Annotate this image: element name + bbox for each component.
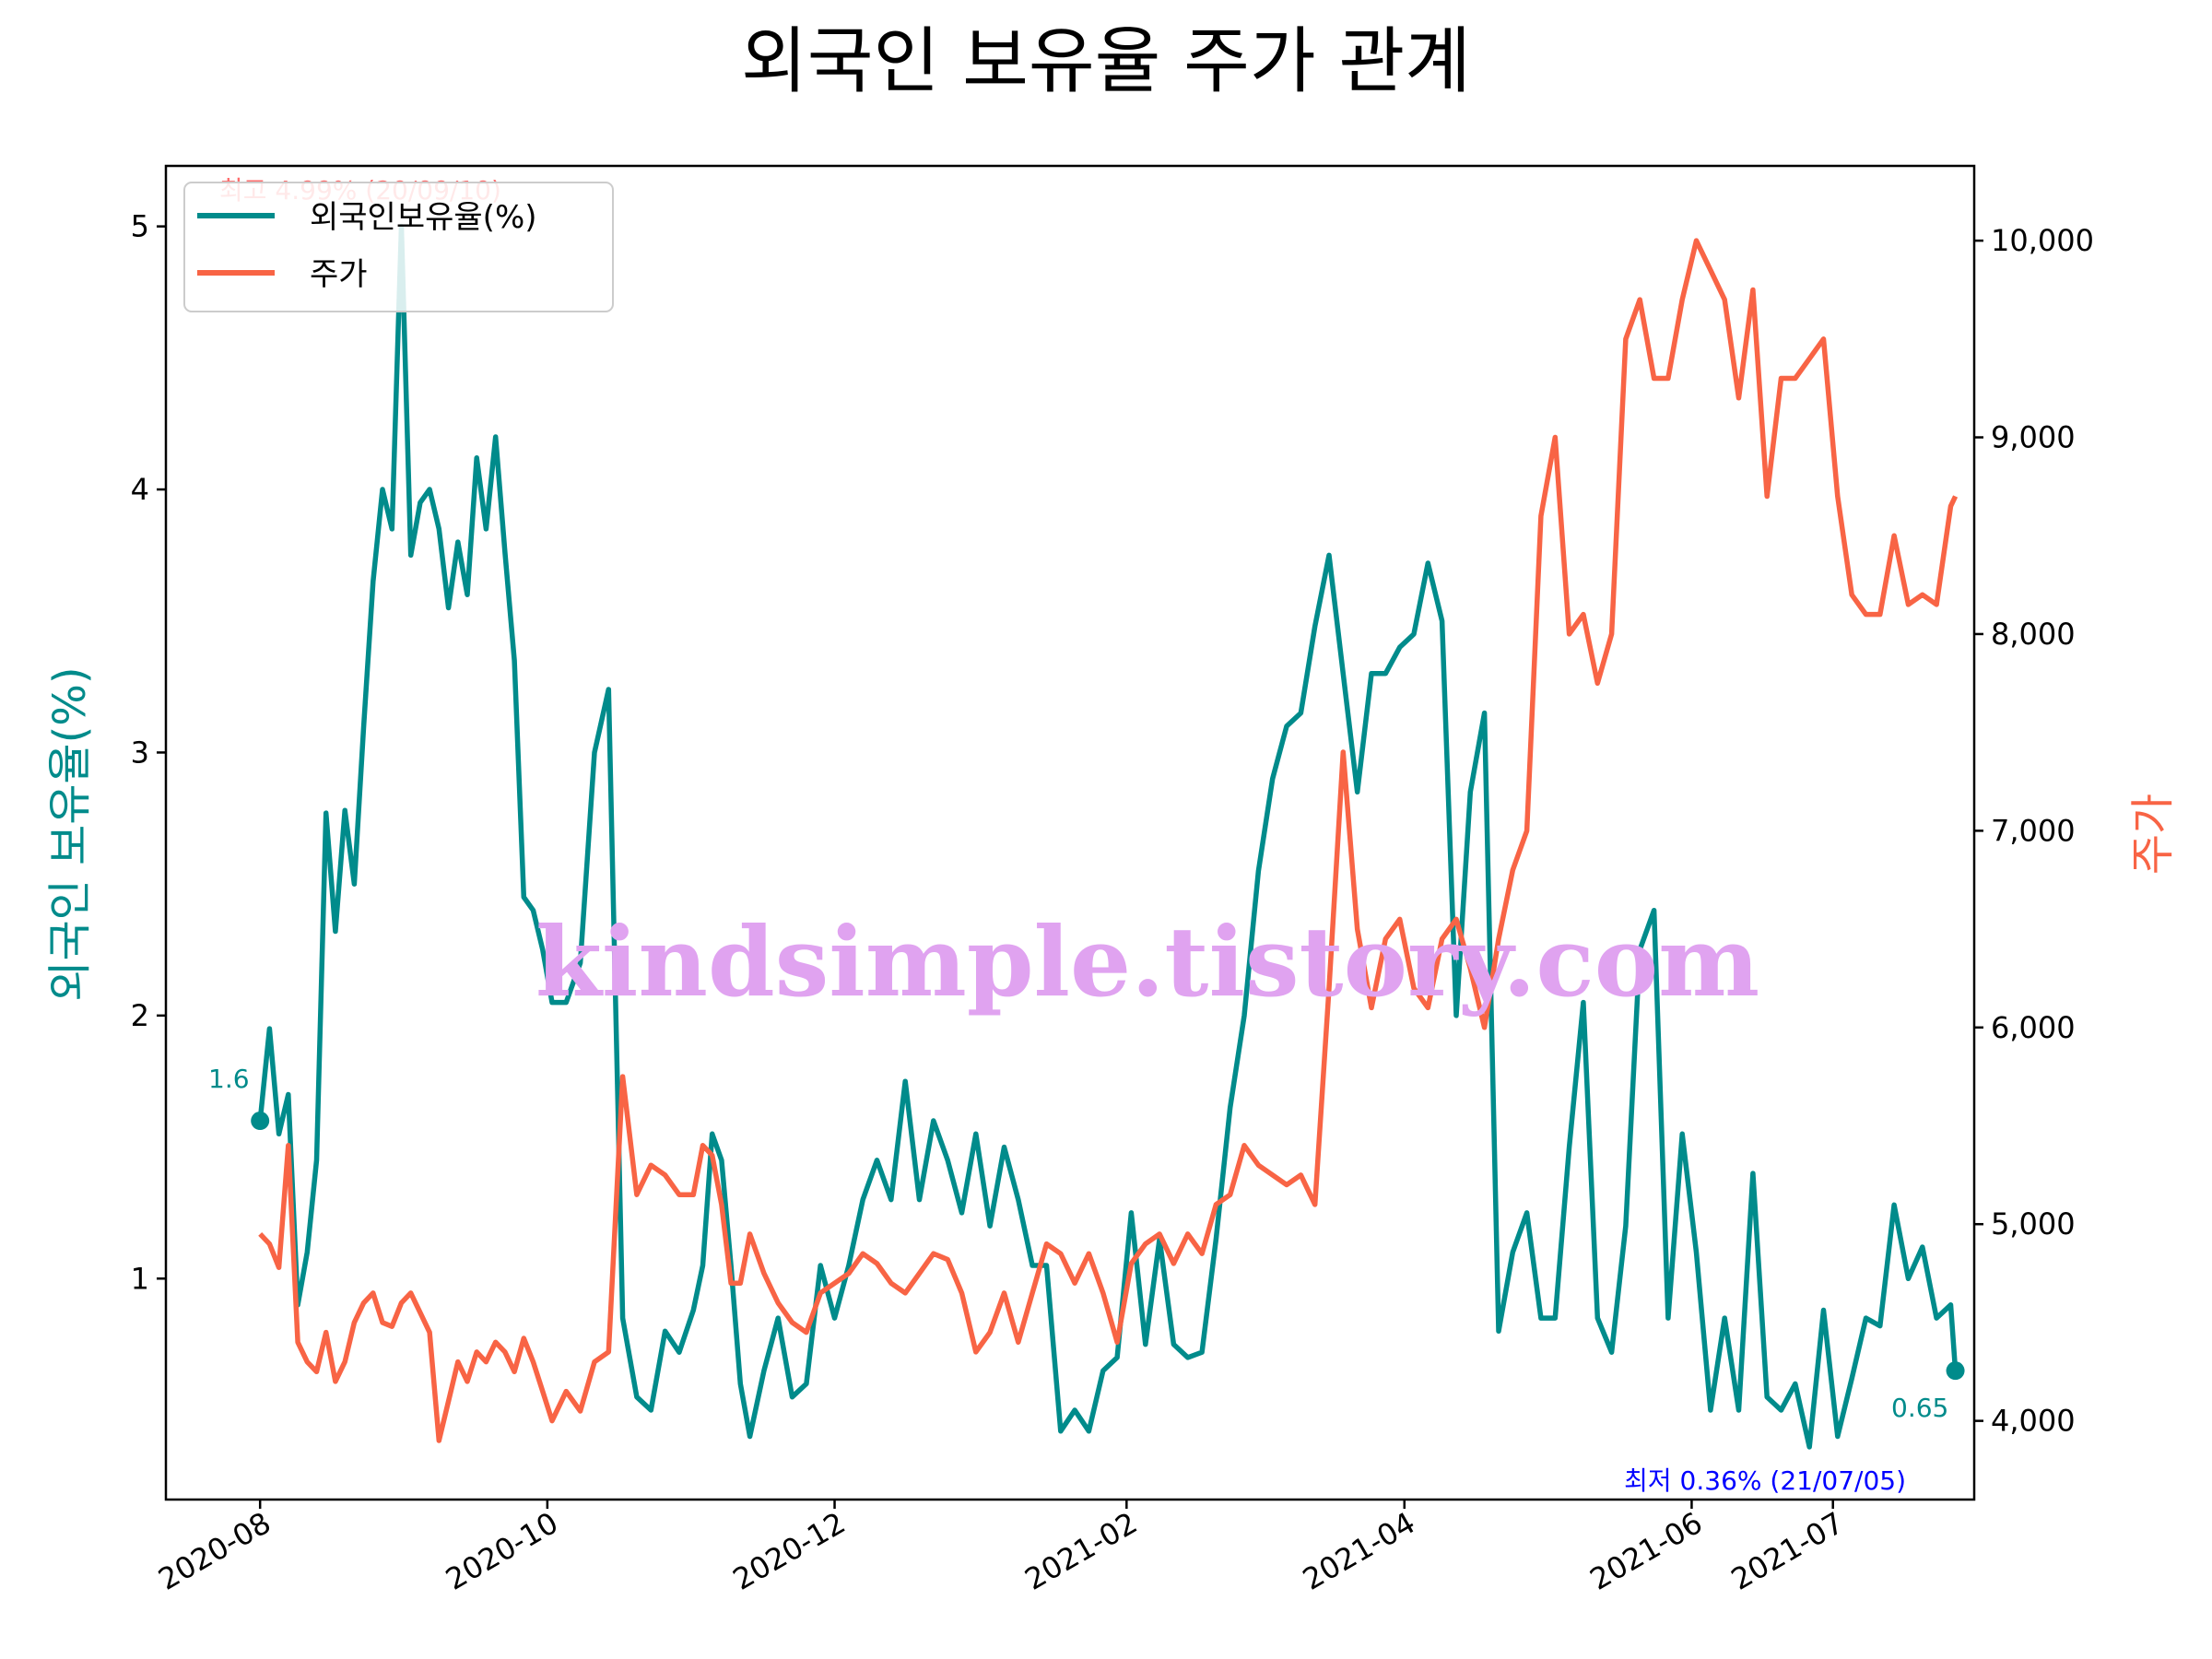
x-tick-label: 2021-02	[1019, 1505, 1144, 1597]
y-right-tick-label: 5,000	[1991, 1206, 2076, 1241]
x-tick-label: 2020-12	[727, 1505, 852, 1597]
y-left-tick-label: 2	[131, 998, 149, 1033]
y-right-tick-label: 4,000	[1991, 1404, 2076, 1439]
series-line-foreign-ownership	[257, 223, 1959, 1450]
legend-label-foreign: 외국인보유율(%)	[310, 199, 537, 236]
y-left-tick-label: 5	[131, 209, 149, 244]
x-tick-label: 2020-08	[152, 1505, 276, 1597]
series-layer	[251, 223, 1965, 1450]
y-left-tick-label: 3	[131, 735, 149, 770]
y-left-tick-label: 4	[131, 472, 149, 507]
start-point-marker	[251, 1112, 270, 1131]
series-line-stock-price	[258, 238, 1959, 1443]
y-right-tick-label: 6,000	[1991, 1010, 2076, 1045]
x-tick-label: 2021-06	[1584, 1505, 1709, 1597]
y-right-tick-label: 9,000	[1991, 420, 2076, 455]
x-tick-label: 2020-10	[440, 1505, 564, 1597]
start-value-label: 1.6	[208, 1064, 250, 1094]
x-tick-label: 2021-04	[1297, 1505, 1421, 1597]
y-right-tick-label: 8,000	[1991, 617, 2076, 652]
y-left-tick-label: 1	[131, 1261, 149, 1296]
x-tick-label: 2021-07	[1725, 1505, 1850, 1597]
chart-title: 외국인 보유율 주가 관계	[741, 20, 1471, 103]
legend-box	[183, 182, 614, 312]
end-point-marker	[1946, 1361, 1965, 1381]
end-value-label: 0.65	[1891, 1393, 1948, 1423]
y-right-tick-label: 10,000	[1991, 223, 2094, 258]
tick-layer: 1 2 3 4 5 4,000 5,000 6,000 7,000 8,000 9,000 10,00…	[131, 209, 2094, 1597]
y-right-tick-label: 7,000	[1991, 813, 2076, 848]
y-axis-left-label: 외국인 보유율(%)	[44, 666, 96, 1001]
legend-label-price: 주가	[310, 256, 368, 293]
watermark: kindsimple.tistory.com	[535, 905, 1759, 1018]
legend: 외국인보유율(%) 주가	[183, 182, 614, 312]
y-axis-right-label: 주가	[2127, 794, 2179, 875]
min-annotation: 최저 0.36% (21/07/05)	[1624, 1465, 1906, 1496]
plot-frame	[164, 164, 1976, 1501]
